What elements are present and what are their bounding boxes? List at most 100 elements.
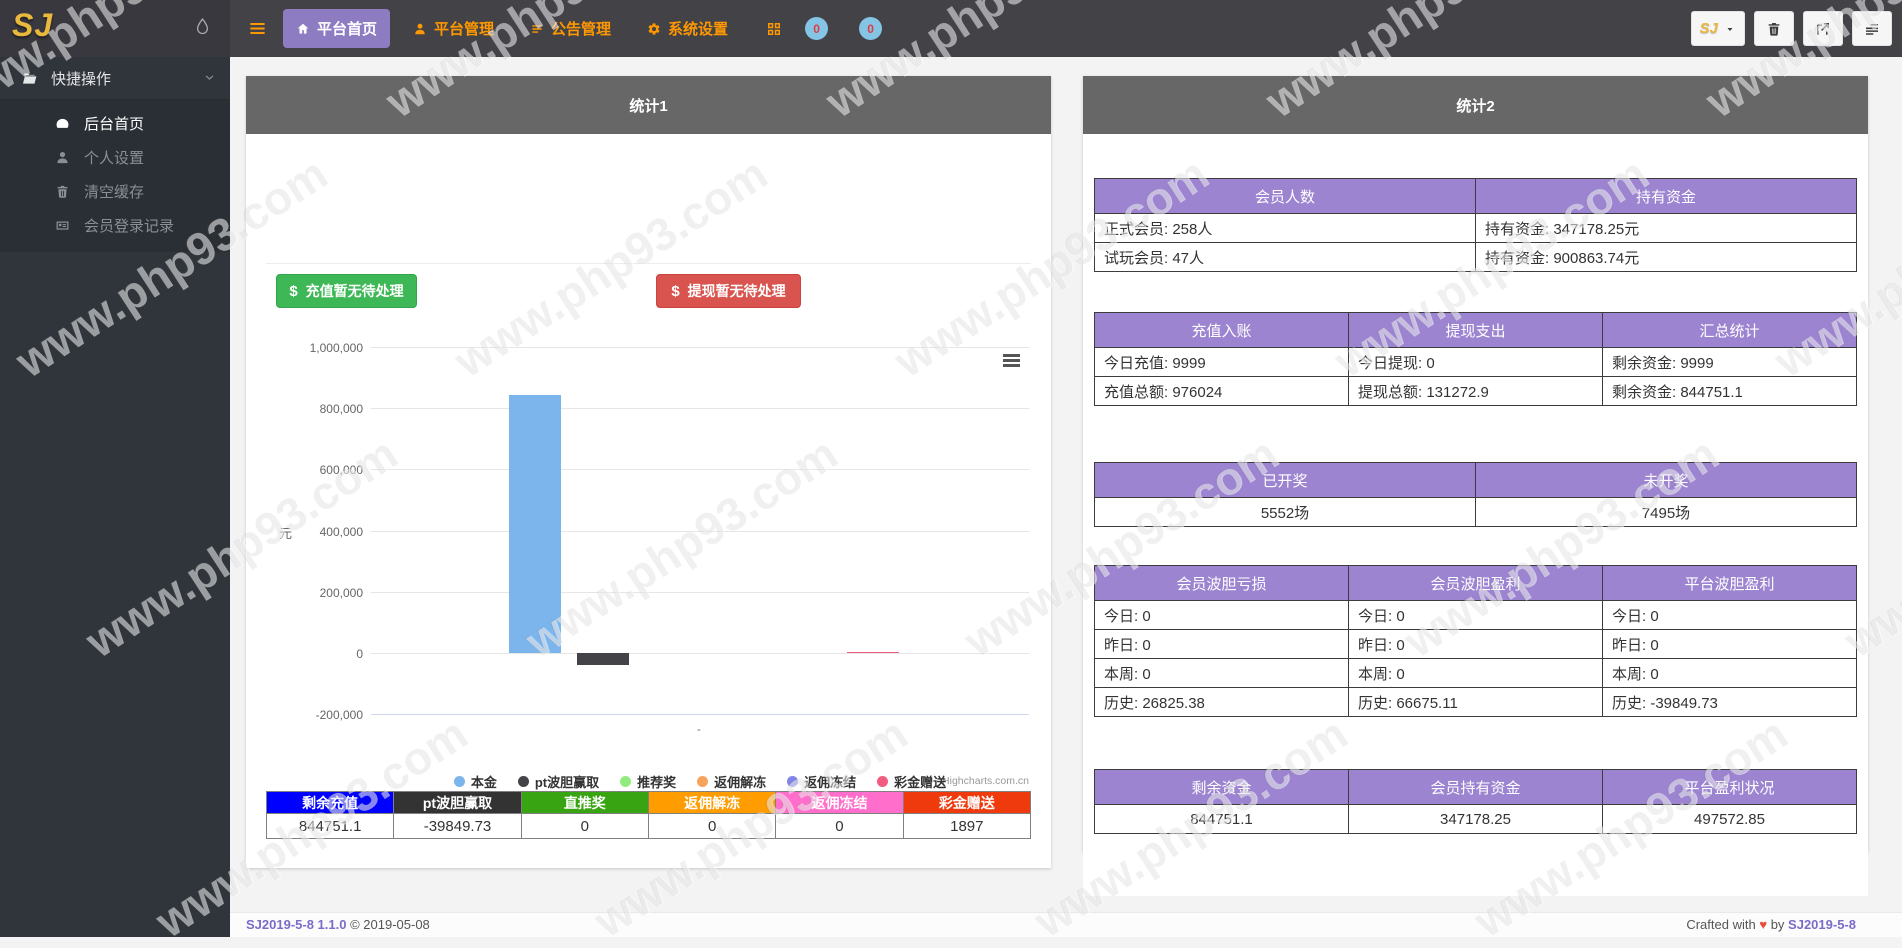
- legend-item-返佣冻结[interactable]: 返佣冻结: [787, 772, 856, 791]
- y-axis-tick-label: 1,000,000: [309, 341, 363, 355]
- summary-cell: -39849.73: [393, 813, 522, 839]
- y-axis-tick-label: 400,000: [319, 524, 363, 539]
- sidebar-item-label: 会员登录记录: [84, 217, 175, 235]
- stats1-title: 统计1: [629, 97, 668, 115]
- stats1-panel: 统计1 $ 充值暂无待处理 $ 提现暂无待处理 Highcharts.com.c…: [246, 76, 1051, 868]
- stats2-header-会员波胆盈利: 会员波胆盈利: [1348, 565, 1603, 601]
- summary-cell: 1897: [902, 813, 1032, 839]
- bar-pt波胆赢取: [576, 652, 629, 665]
- x-axis-line: [371, 714, 1029, 715]
- stats2-header-剩余资金: 剩余资金: [1094, 769, 1349, 805]
- log-list-icon: [1864, 21, 1880, 37]
- dashboard-icon: [55, 116, 70, 131]
- stats2-panel-header: 统计2: [1083, 76, 1868, 134]
- summary-cell: 0: [520, 813, 649, 839]
- legend-item-pt波胆赢取[interactable]: pt波胆赢取: [517, 772, 600, 791]
- withdraw-pending-button[interactable]: $ 提现暂无待处理: [656, 274, 801, 308]
- stats2-header-持有资金: 持有资金: [1475, 178, 1857, 214]
- app-logo[interactable]: SJ: [12, 7, 54, 43]
- footer-version[interactable]: SJ2019-5-8 1.1.0: [246, 917, 347, 932]
- table-row: 今日: 0 今日: 0 今日: 0: [1094, 600, 1857, 630]
- table-row: 5552场 7495场: [1094, 497, 1857, 527]
- legend-label: 返佣冻结: [804, 775, 857, 790]
- grid-apps-icon[interactable]: [765, 20, 783, 38]
- stats2-cell: 试玩会员: 47人: [1094, 242, 1476, 272]
- stats2-header-已开奖: 已开奖: [1094, 462, 1476, 498]
- divider: [266, 263, 1031, 264]
- table-row: 充值总额: 976024 提现总额: 131272.9 剩余资金: 844751.1: [1094, 376, 1857, 406]
- legend-label: 本金: [470, 775, 497, 790]
- theme-dropdown-button[interactable]: SJ: [1690, 11, 1745, 46]
- legend-item-推荐奖[interactable]: 推荐奖: [620, 772, 676, 791]
- stats2-table-1: 会员人数 持有资金 正式会员: 258人 持有资金: 347178.25元 试玩会员: …: [1094, 178, 1857, 272]
- summary-cell: 844751.1: [265, 813, 395, 839]
- clear-cache-button[interactable]: [1754, 11, 1794, 46]
- legend-marker: [517, 776, 529, 787]
- legend-marker: [697, 776, 709, 787]
- nav-item-label: 公告管理: [551, 21, 612, 38]
- nav-item-平台管理[interactable]: 平台管理: [400, 9, 507, 48]
- legend-marker: [620, 776, 632, 787]
- legend-item-返佣解冻[interactable]: 返佣解冻: [697, 772, 766, 791]
- legend-item-彩金赠送[interactable]: 彩金赠送: [877, 772, 946, 791]
- nav-item-公告管理[interactable]: 公告管理: [517, 9, 624, 48]
- stats2-cell: 497572.85: [1602, 804, 1857, 834]
- menu-toggle-icon[interactable]: [248, 19, 267, 38]
- dollar-icon: $: [671, 282, 680, 300]
- legend-marker: [877, 776, 889, 787]
- chart-gridline: [371, 530, 1029, 532]
- sidebar: 快捷操作 后台首页 个人设置 清空缓存会员登录记录: [0, 57, 230, 937]
- sidebar-item-清空缓存[interactable]: 清空缓存: [0, 174, 230, 208]
- stats1-panel-header: 统计1: [246, 76, 1051, 134]
- table-row: 本周: 0 本周: 0 本周: 0: [1094, 658, 1857, 688]
- stats2-cell: 本周: 0: [1602, 658, 1857, 688]
- withdraw-pending-label: 提现暂无待处理: [687, 283, 786, 299]
- stats2-header-平台盈利状况: 平台盈利状况: [1602, 769, 1857, 805]
- sidebar-section-quick-actions[interactable]: 快捷操作: [0, 57, 230, 99]
- deposit-pending-button[interactable]: $ 充值暂无待处理: [276, 274, 417, 308]
- footer-copyright: © 2019-05-08: [350, 917, 430, 932]
- sidebar-item-后台首页[interactable]: 后台首页: [0, 106, 230, 140]
- open-site-button[interactable]: [1803, 11, 1843, 46]
- stats2-cell: 充值总额: 976024: [1094, 376, 1349, 406]
- y-axis-tick-label: 200,000: [319, 585, 363, 600]
- log-button[interactable]: [1852, 11, 1892, 46]
- nav-item-label: 系统设置: [668, 21, 729, 38]
- legend-label: 返佣解冻: [714, 775, 767, 790]
- summary-header-返佣解冻: 返佣解冻: [647, 791, 777, 814]
- summary-header-返佣冻结: 返佣冻结: [775, 791, 904, 814]
- stats2-cell: 历史: 66675.11: [1348, 687, 1603, 717]
- highcharts-credit[interactable]: Highcharts.com.cn: [942, 775, 1029, 787]
- sidebar-item-个人设置[interactable]: 个人设置: [0, 140, 230, 174]
- summary-cell: 0: [647, 813, 777, 839]
- footer-crafted-text: Crafted with: [1686, 917, 1756, 932]
- table-row: 正式会员: 258人 持有资金: 347178.25元: [1094, 213, 1857, 243]
- table-row: 今日充值: 9999 今日提现: 0 剩余资金: 9999: [1094, 347, 1857, 377]
- footer-left: SJ2019-5-8 1.1.0 © 2019-05-08: [246, 917, 430, 932]
- nav-item-平台首页[interactable]: 平台首页: [283, 9, 391, 48]
- stats2-table-2: 充值入账 提现支出 汇总统计 今日充值: 9999 今日提现: 0 剩余资金: 9999 充…: [1094, 312, 1857, 406]
- y-axis-tick-label: -200,000: [315, 708, 363, 722]
- stats2-cell: 昨日: 0: [1094, 629, 1349, 659]
- stats2-header-会员人数: 会员人数: [1094, 178, 1476, 214]
- chart-gridline: [371, 408, 1029, 410]
- notification-badge-2[interactable]: 0: [859, 17, 883, 40]
- external-link-icon: [1815, 21, 1831, 37]
- legend-label: pt波胆赢取: [534, 775, 600, 790]
- notification-badge-1[interactable]: 0: [805, 17, 829, 40]
- stats2-cell: 今日充值: 9999: [1094, 347, 1349, 377]
- footer-right: Crafted with ♥ by SJ2019-5-8: [1686, 917, 1856, 932]
- nav-item-系统设置[interactable]: 系统设置: [634, 9, 741, 48]
- legend-item-本金[interactable]: 本金: [453, 772, 497, 791]
- main-content: 统计1 $ 充值暂无待处理 $ 提现暂无待处理 Highcharts.com.c…: [230, 57, 1902, 937]
- legend-marker: [453, 776, 465, 787]
- stats2-cell: 今日: 0: [1094, 600, 1349, 630]
- footer-brand-link[interactable]: SJ2019-5-8: [1788, 917, 1856, 932]
- stats2-table-4: 会员波胆亏损 会员波胆盈利 平台波胆盈利 今日: 0 今日: 0 今日: 0 昨日: 0 昨日…: [1094, 565, 1857, 717]
- sidebar-item-会员登录记录[interactable]: 会员登录记录: [0, 208, 230, 242]
- trash-icon: [1766, 21, 1782, 37]
- navbar-tools: SJ: [1690, 11, 1892, 46]
- chart-context-menu-button[interactable]: [1003, 354, 1020, 369]
